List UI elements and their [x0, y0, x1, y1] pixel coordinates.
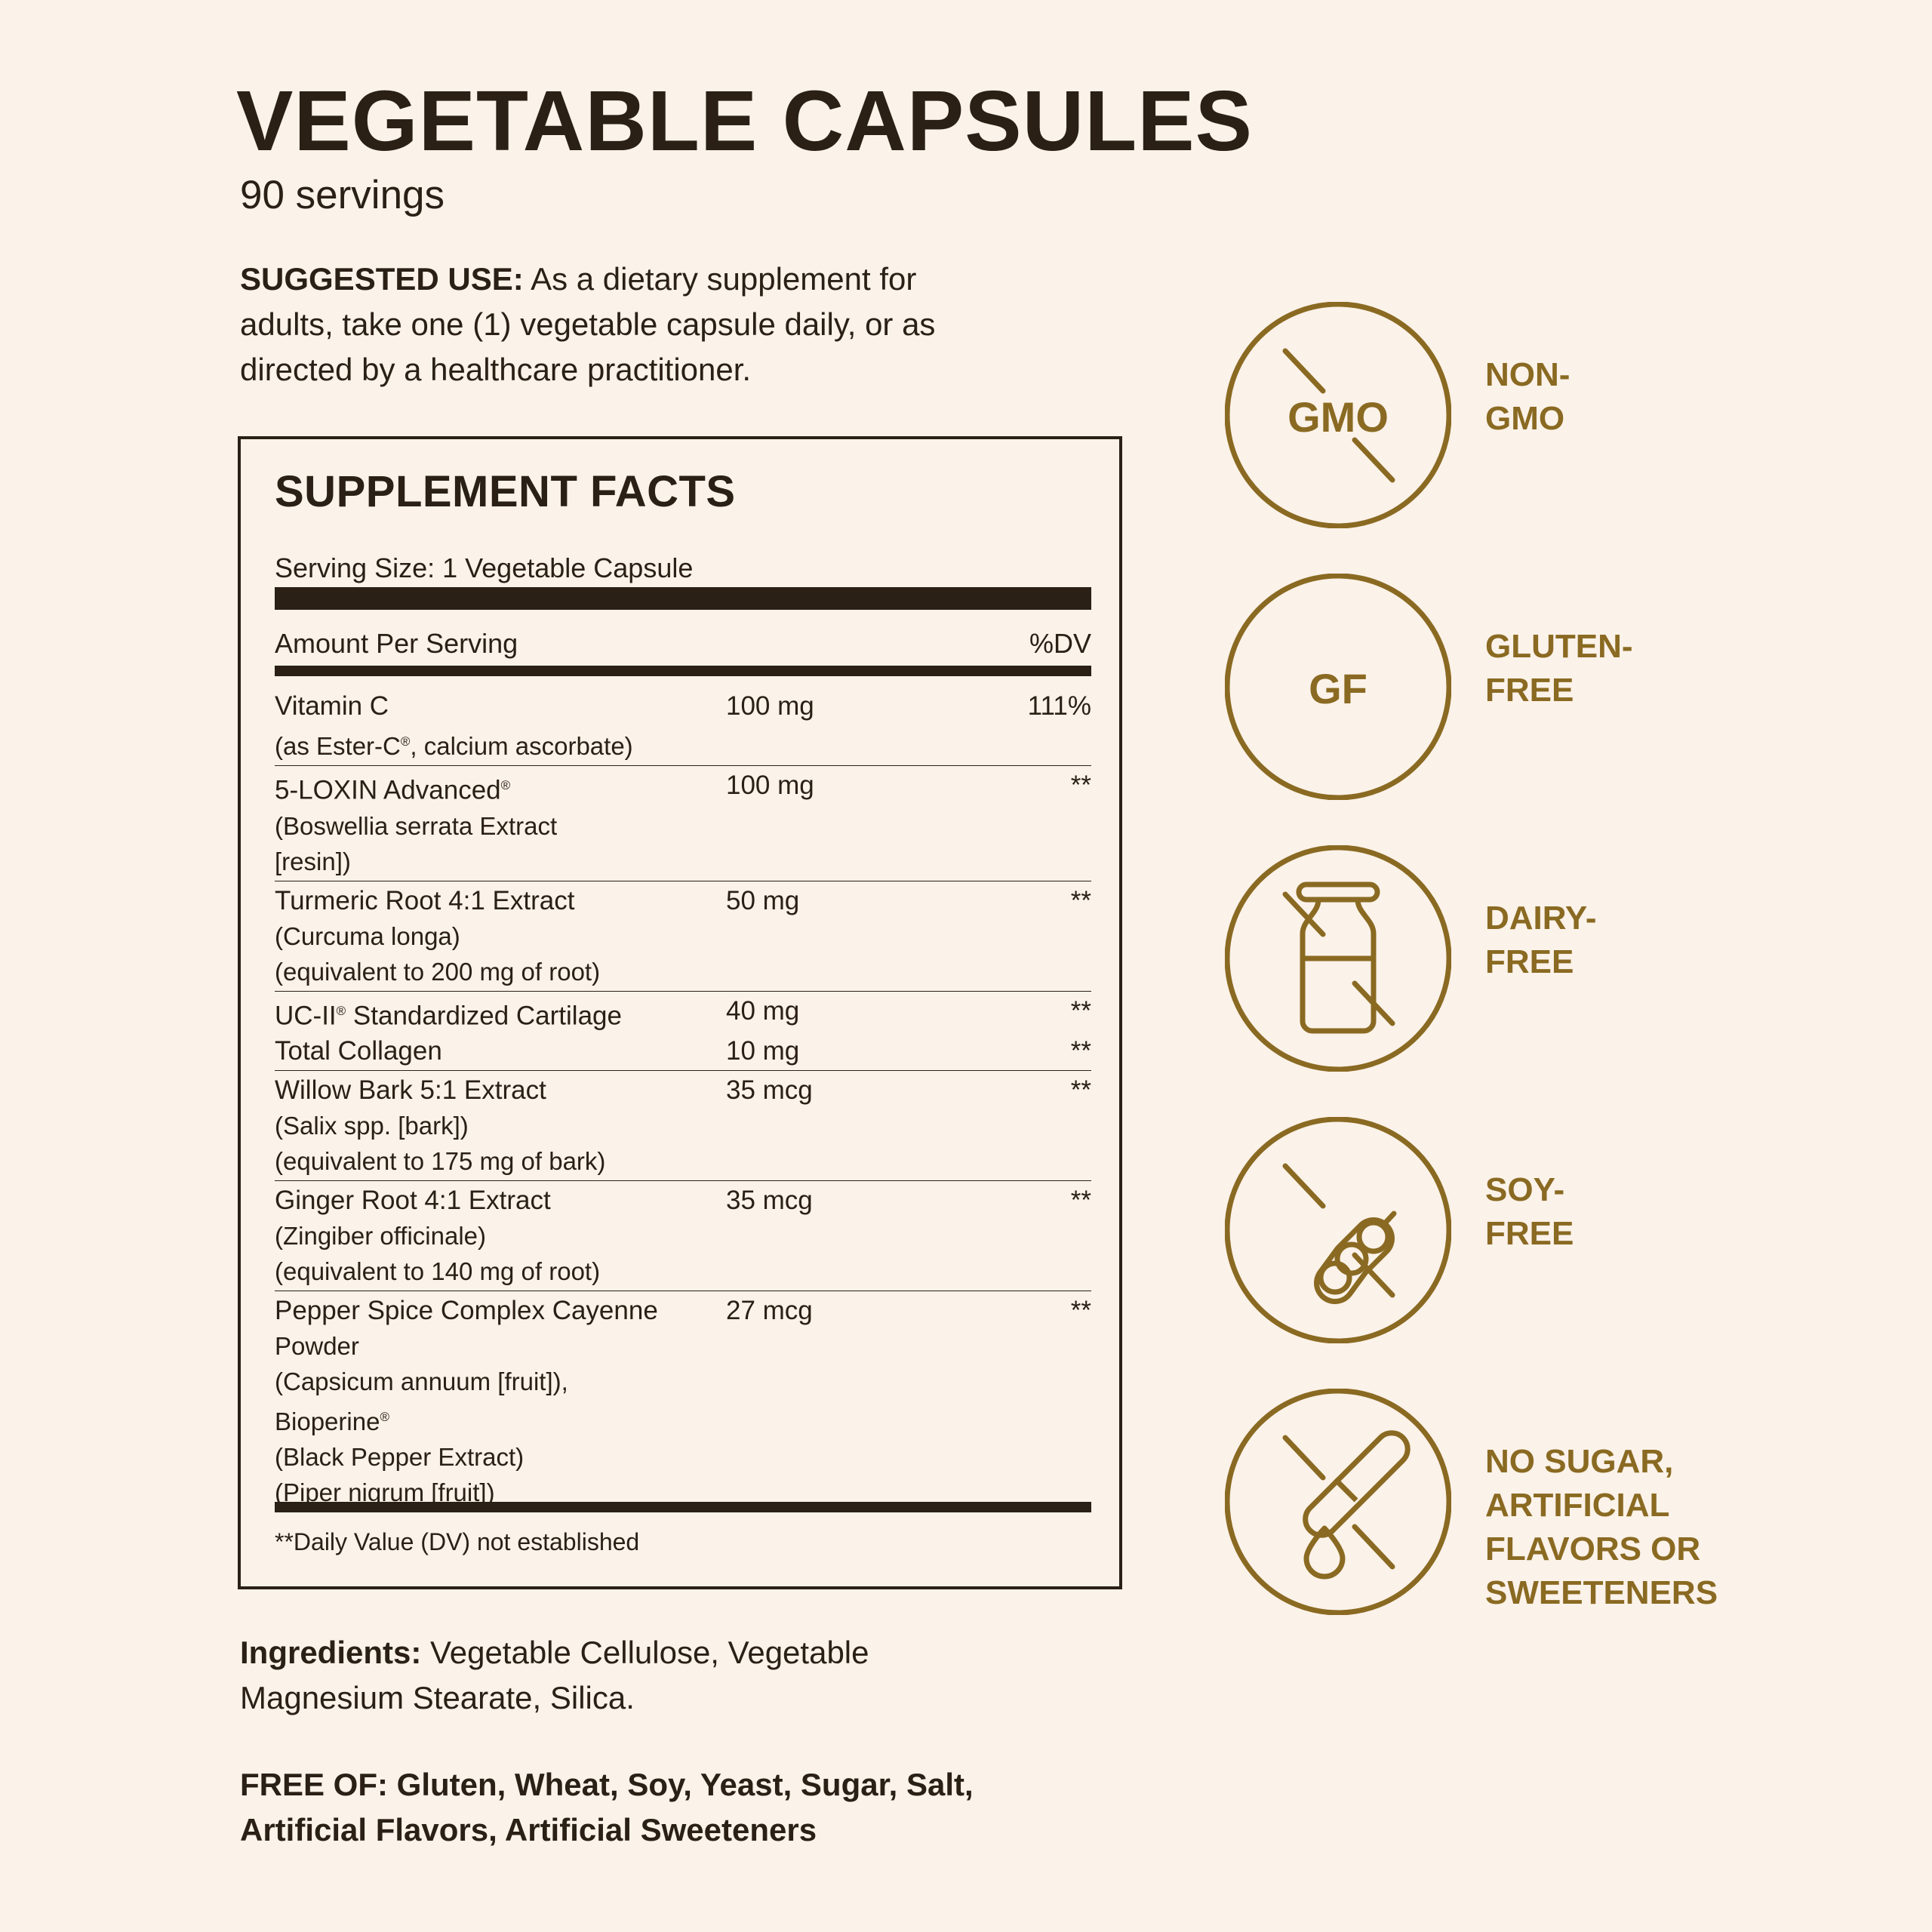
svg-text:GMO: GMO	[1287, 393, 1389, 441]
svg-text:GF: GF	[1309, 665, 1367, 712]
